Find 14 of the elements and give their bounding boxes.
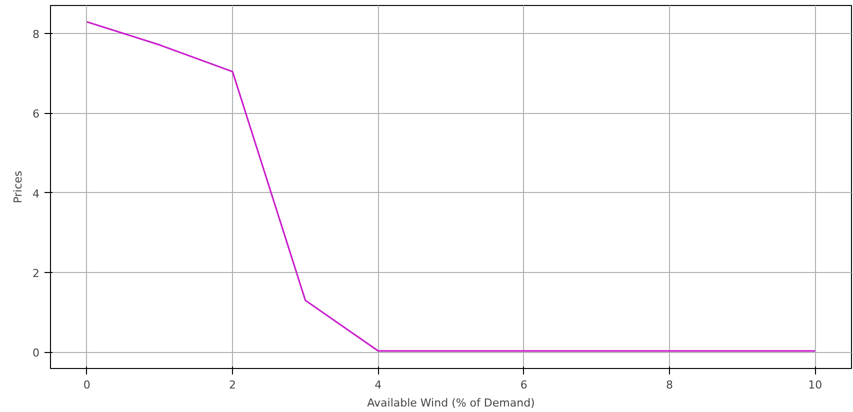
y-tick-label: 6	[32, 108, 40, 121]
x-tick-label: 8	[666, 378, 673, 392]
x-tick-label: 0	[83, 378, 90, 392]
y-tick-label: 0	[32, 346, 40, 360]
y-tick-label: 2	[32, 266, 40, 280]
x-tick-label: 2	[229, 378, 236, 392]
line-series	[86, 21, 816, 352]
x-tick-label: 6	[520, 378, 528, 392]
y-tick-label: 4	[32, 187, 40, 200]
y-axis-title: Prices	[12, 170, 24, 204]
y-tick-label: 8	[32, 28, 40, 41]
x-tick-label: 10	[808, 378, 822, 392]
x-tick-label: 4	[374, 378, 382, 392]
x-axis-title: Available Wind (% of Demand)	[367, 396, 535, 410]
